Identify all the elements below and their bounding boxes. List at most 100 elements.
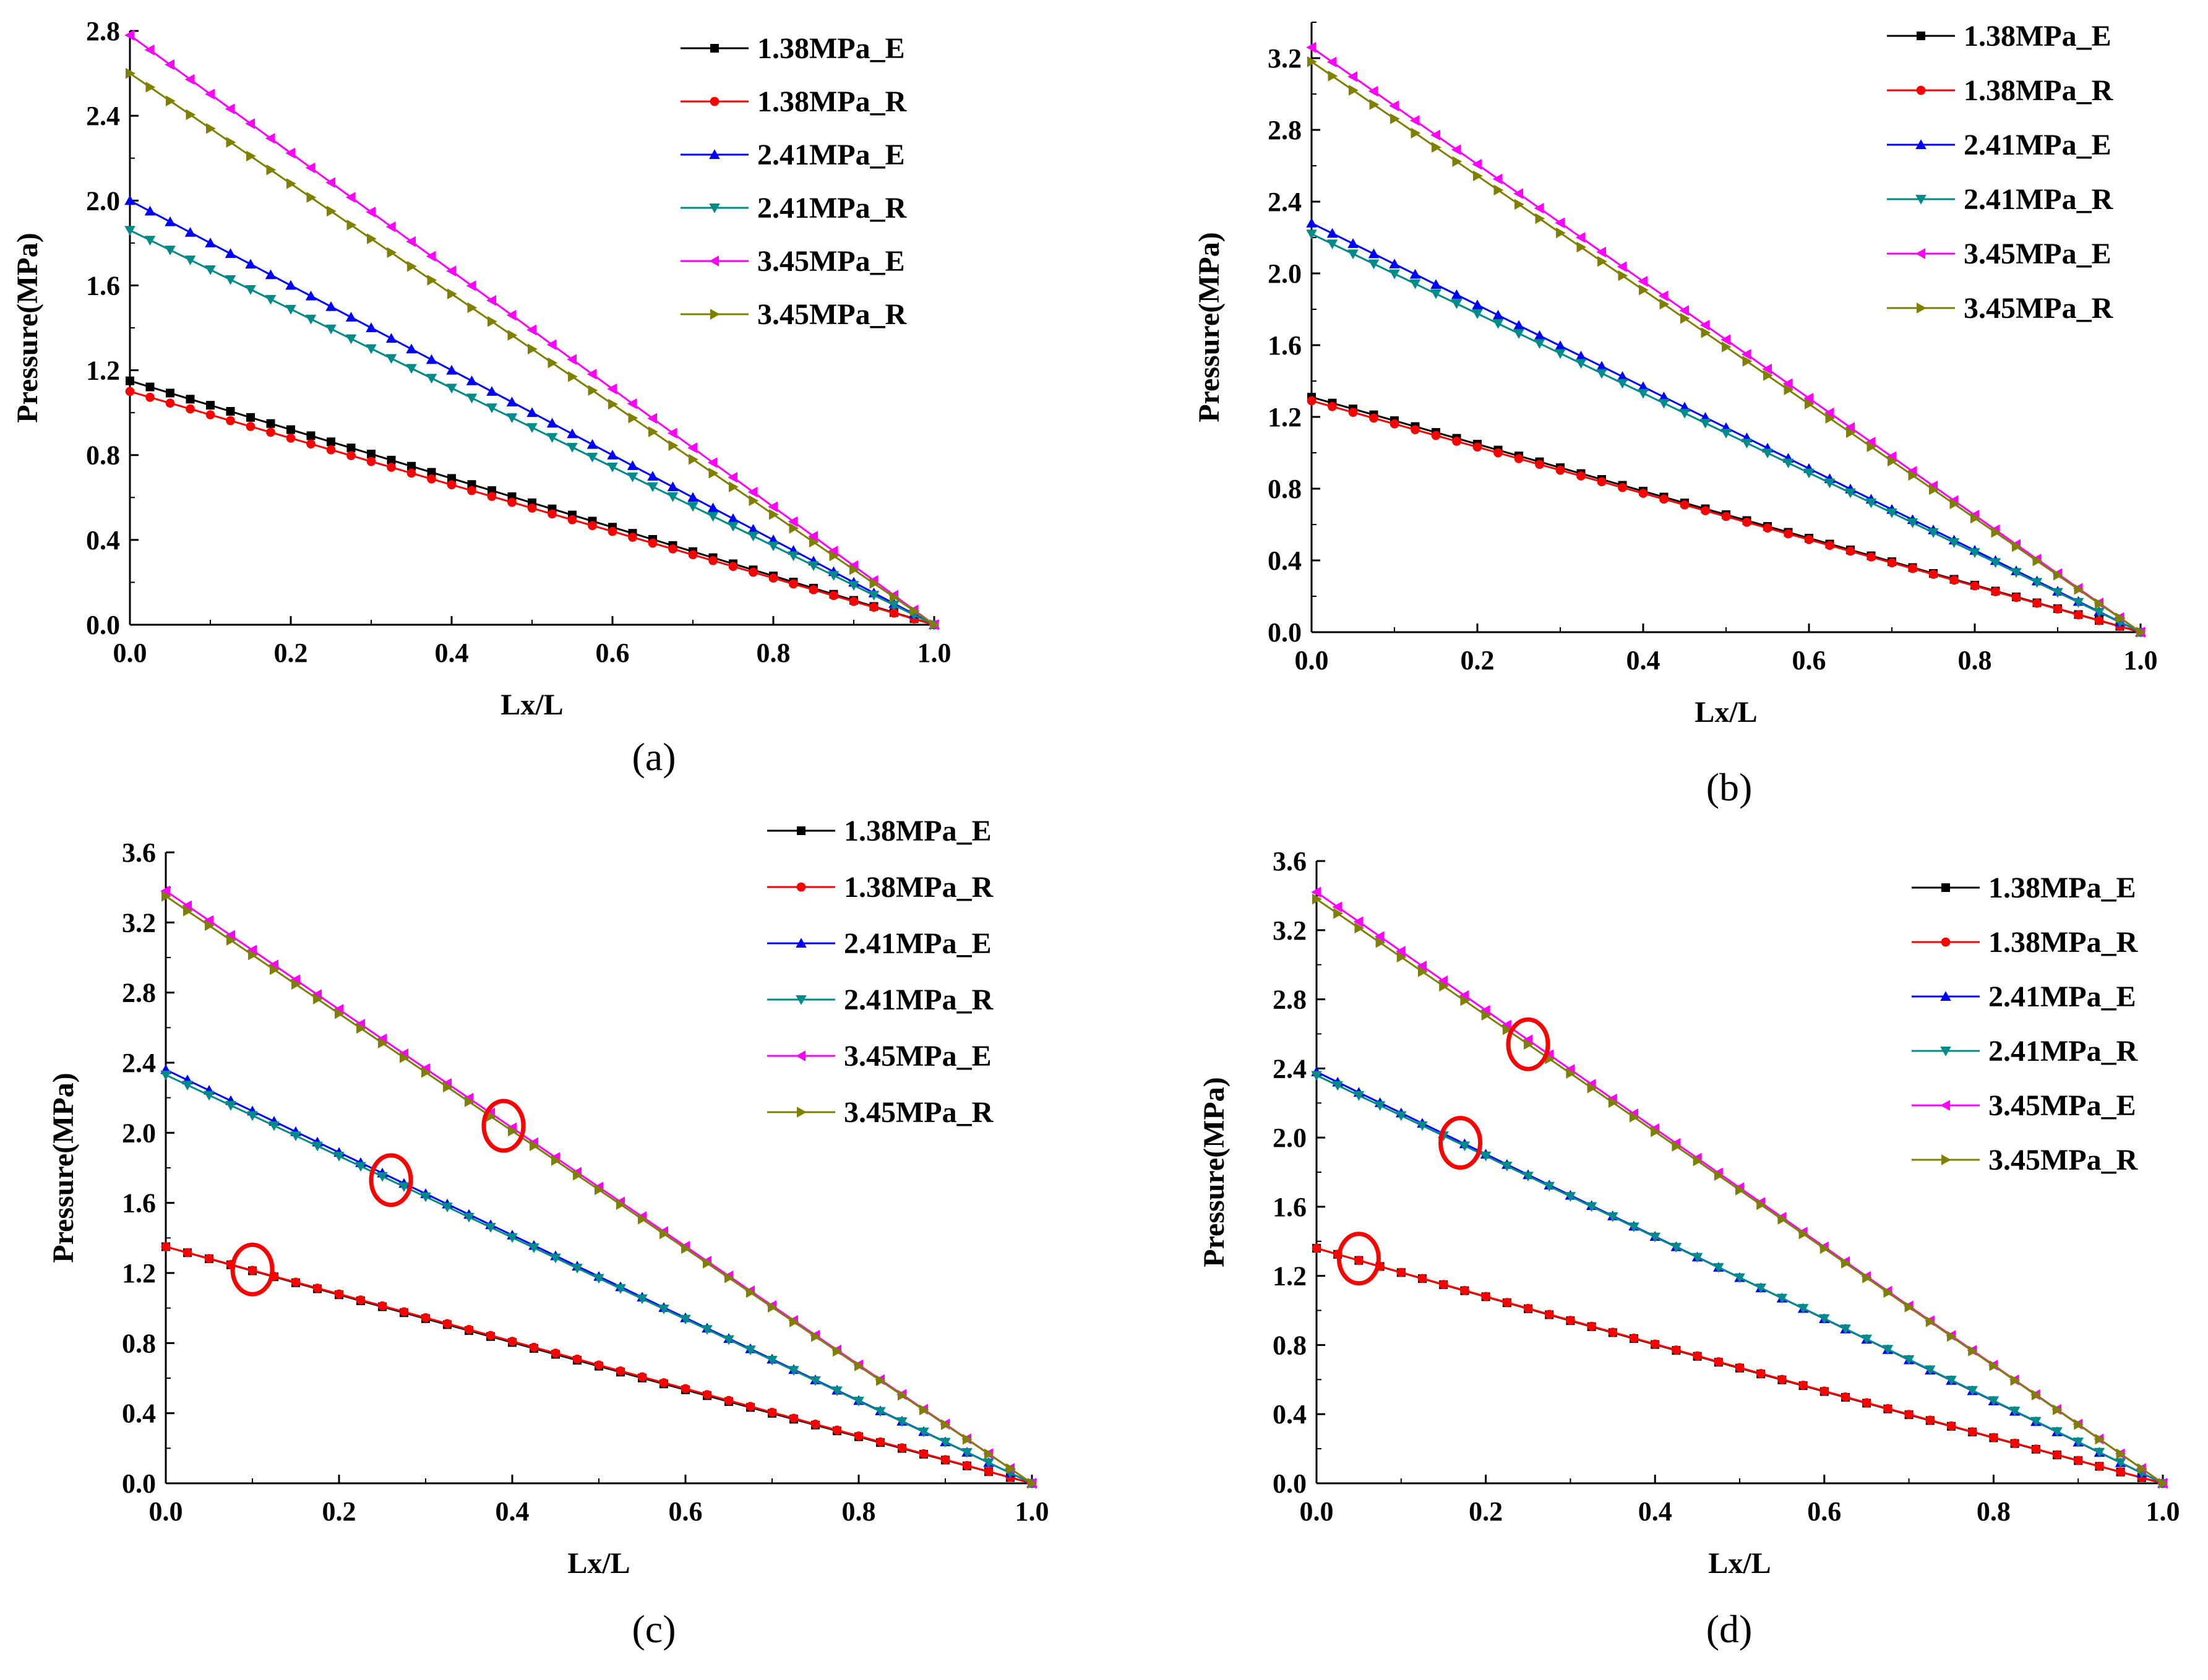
marker-triangle-up xyxy=(1347,238,1359,248)
marker-triangle-up xyxy=(1472,299,1483,310)
y-tick-label: 0.4 xyxy=(1268,546,1302,576)
marker-triangle-right xyxy=(528,343,538,355)
marker-triangle-left xyxy=(1762,363,1772,375)
marker-triangle-up xyxy=(1306,218,1317,228)
marker-triangle-left xyxy=(1534,202,1544,214)
marker-triangle-down xyxy=(1565,1192,1576,1202)
marker-circle xyxy=(789,1413,799,1423)
marker-triangle-right xyxy=(833,1345,843,1357)
marker-triangle-down xyxy=(687,502,698,512)
marker-circle xyxy=(1946,1421,1956,1431)
legend-label: 2.41MPa_E xyxy=(1988,980,2136,1013)
marker-triangle-down xyxy=(285,304,296,315)
marker-triangle-down xyxy=(1311,1071,1322,1081)
marker-triangle-left xyxy=(687,442,697,453)
marker-triangle-right xyxy=(335,1008,345,1019)
marker-triangle-right xyxy=(1566,1068,1576,1079)
marker-circle xyxy=(1989,1433,1998,1442)
marker-triangle-left xyxy=(1480,1005,1490,1016)
y-tick-label: 2.8 xyxy=(122,978,156,1008)
marker-circle xyxy=(796,882,806,892)
marker-circle xyxy=(869,602,878,612)
marker-triangle-down xyxy=(1368,259,1380,270)
marker-triangle-left xyxy=(709,255,719,267)
marker-triangle-right xyxy=(1970,512,1980,524)
annotation-circle xyxy=(1506,1017,1550,1071)
marker-triangle-left xyxy=(1679,305,1689,316)
marker-circle xyxy=(708,555,718,565)
marker-triangle-down xyxy=(747,531,759,542)
x-tick-label: 0.6 xyxy=(1792,645,1826,675)
marker-triangle-down xyxy=(1861,1334,1872,1345)
marker-triangle-right xyxy=(1432,142,1441,153)
marker-circle xyxy=(205,410,215,419)
marker-triangle-down xyxy=(2030,1416,2042,1427)
legend-label: 1.38MPa_E xyxy=(1964,20,2111,53)
y-tick-label: 0.4 xyxy=(1273,1399,1307,1429)
marker-circle xyxy=(1756,1369,1766,1378)
marker-circle xyxy=(659,1378,669,1387)
x-tick-label: 1.0 xyxy=(2124,645,2158,675)
legend-label: 1.38MPa_R xyxy=(1964,74,2114,107)
marker-triangle-down xyxy=(245,285,256,295)
x-axis-label: Lx/L xyxy=(567,1547,630,1580)
marker-triangle-down xyxy=(1353,1091,1365,1101)
marker-triangle-down xyxy=(796,995,807,1005)
marker-triangle-left xyxy=(182,900,192,912)
marker-triangle-down xyxy=(896,1417,908,1428)
marker-triangle-right xyxy=(854,1360,864,1371)
marker-triangle-right xyxy=(1989,1360,2000,1371)
marker-triangle-right xyxy=(1556,227,1566,239)
series-3.45MPa_E xyxy=(1306,41,2145,638)
marker-circle xyxy=(567,515,577,525)
marker-triangle-down xyxy=(1741,439,1753,448)
marker-triangle-down xyxy=(1713,1263,1724,1273)
marker-triangle-right xyxy=(1672,1141,1682,1152)
marker-circle xyxy=(1348,408,1358,417)
marker-triangle-down xyxy=(1492,319,1504,329)
marker-triangle-right xyxy=(205,920,215,932)
series-2.41MPa_R xyxy=(124,226,940,630)
marker-triangle-down xyxy=(888,601,900,611)
marker-triangle-up xyxy=(747,523,759,534)
marker-triangle-right xyxy=(811,1331,821,1342)
marker-triangle-left xyxy=(747,486,758,498)
marker-triangle-right xyxy=(1908,469,1918,481)
marker-circle xyxy=(1514,454,1524,463)
marker-circle xyxy=(1502,1298,1512,1307)
marker-triangle-right xyxy=(1846,427,1856,438)
marker-circle xyxy=(1714,1357,1724,1366)
marker-triangle-left xyxy=(204,915,213,926)
marker-triangle-up xyxy=(1555,340,1566,351)
legend-label: 3.45MPa_R xyxy=(1964,292,2114,325)
marker-circle xyxy=(588,521,597,531)
marker-triangle-down xyxy=(1720,429,1732,439)
marker-triangle-right xyxy=(1742,356,1753,367)
marker-triangle-down xyxy=(446,384,457,394)
marker-triangle-right xyxy=(1439,980,1449,992)
marker-triangle-left xyxy=(1492,173,1503,185)
marker-triangle-down xyxy=(1649,1232,1660,1243)
marker-circle xyxy=(1804,535,1814,544)
marker-circle xyxy=(2094,615,2104,625)
marker-triangle-left xyxy=(1332,901,1342,912)
marker-triangle-up xyxy=(1430,279,1441,289)
marker-triangle-down xyxy=(768,541,779,552)
marker-circle xyxy=(486,1331,496,1340)
marker-triangle-down xyxy=(723,1335,734,1345)
marker-circle xyxy=(637,1372,647,1382)
marker-triangle-up xyxy=(1534,330,1545,340)
marker-triangle-down xyxy=(1734,1273,1745,1284)
y-tick-label: 0.8 xyxy=(86,440,120,471)
legend-label: 3.45MPa_E xyxy=(1988,1089,2136,1122)
marker-square xyxy=(407,461,416,471)
marker-triangle-right xyxy=(2053,570,2063,581)
marker-circle xyxy=(1650,1339,1660,1349)
marker-triangle-up xyxy=(1368,248,1380,259)
marker-triangle-right xyxy=(2095,598,2105,609)
chart-panel-d: 0.0 0.2 0.4 0.6 0.8 1.0 0.0 0.4 0.8 1.2 1.6 2.0 2.4 2… xyxy=(1198,846,2180,1651)
marker-triangle-down xyxy=(1596,369,1607,379)
marker-triangle-up xyxy=(165,216,176,226)
marker-triangle-right xyxy=(1947,1331,1957,1342)
series-2.41MPa_R xyxy=(1306,229,2146,638)
